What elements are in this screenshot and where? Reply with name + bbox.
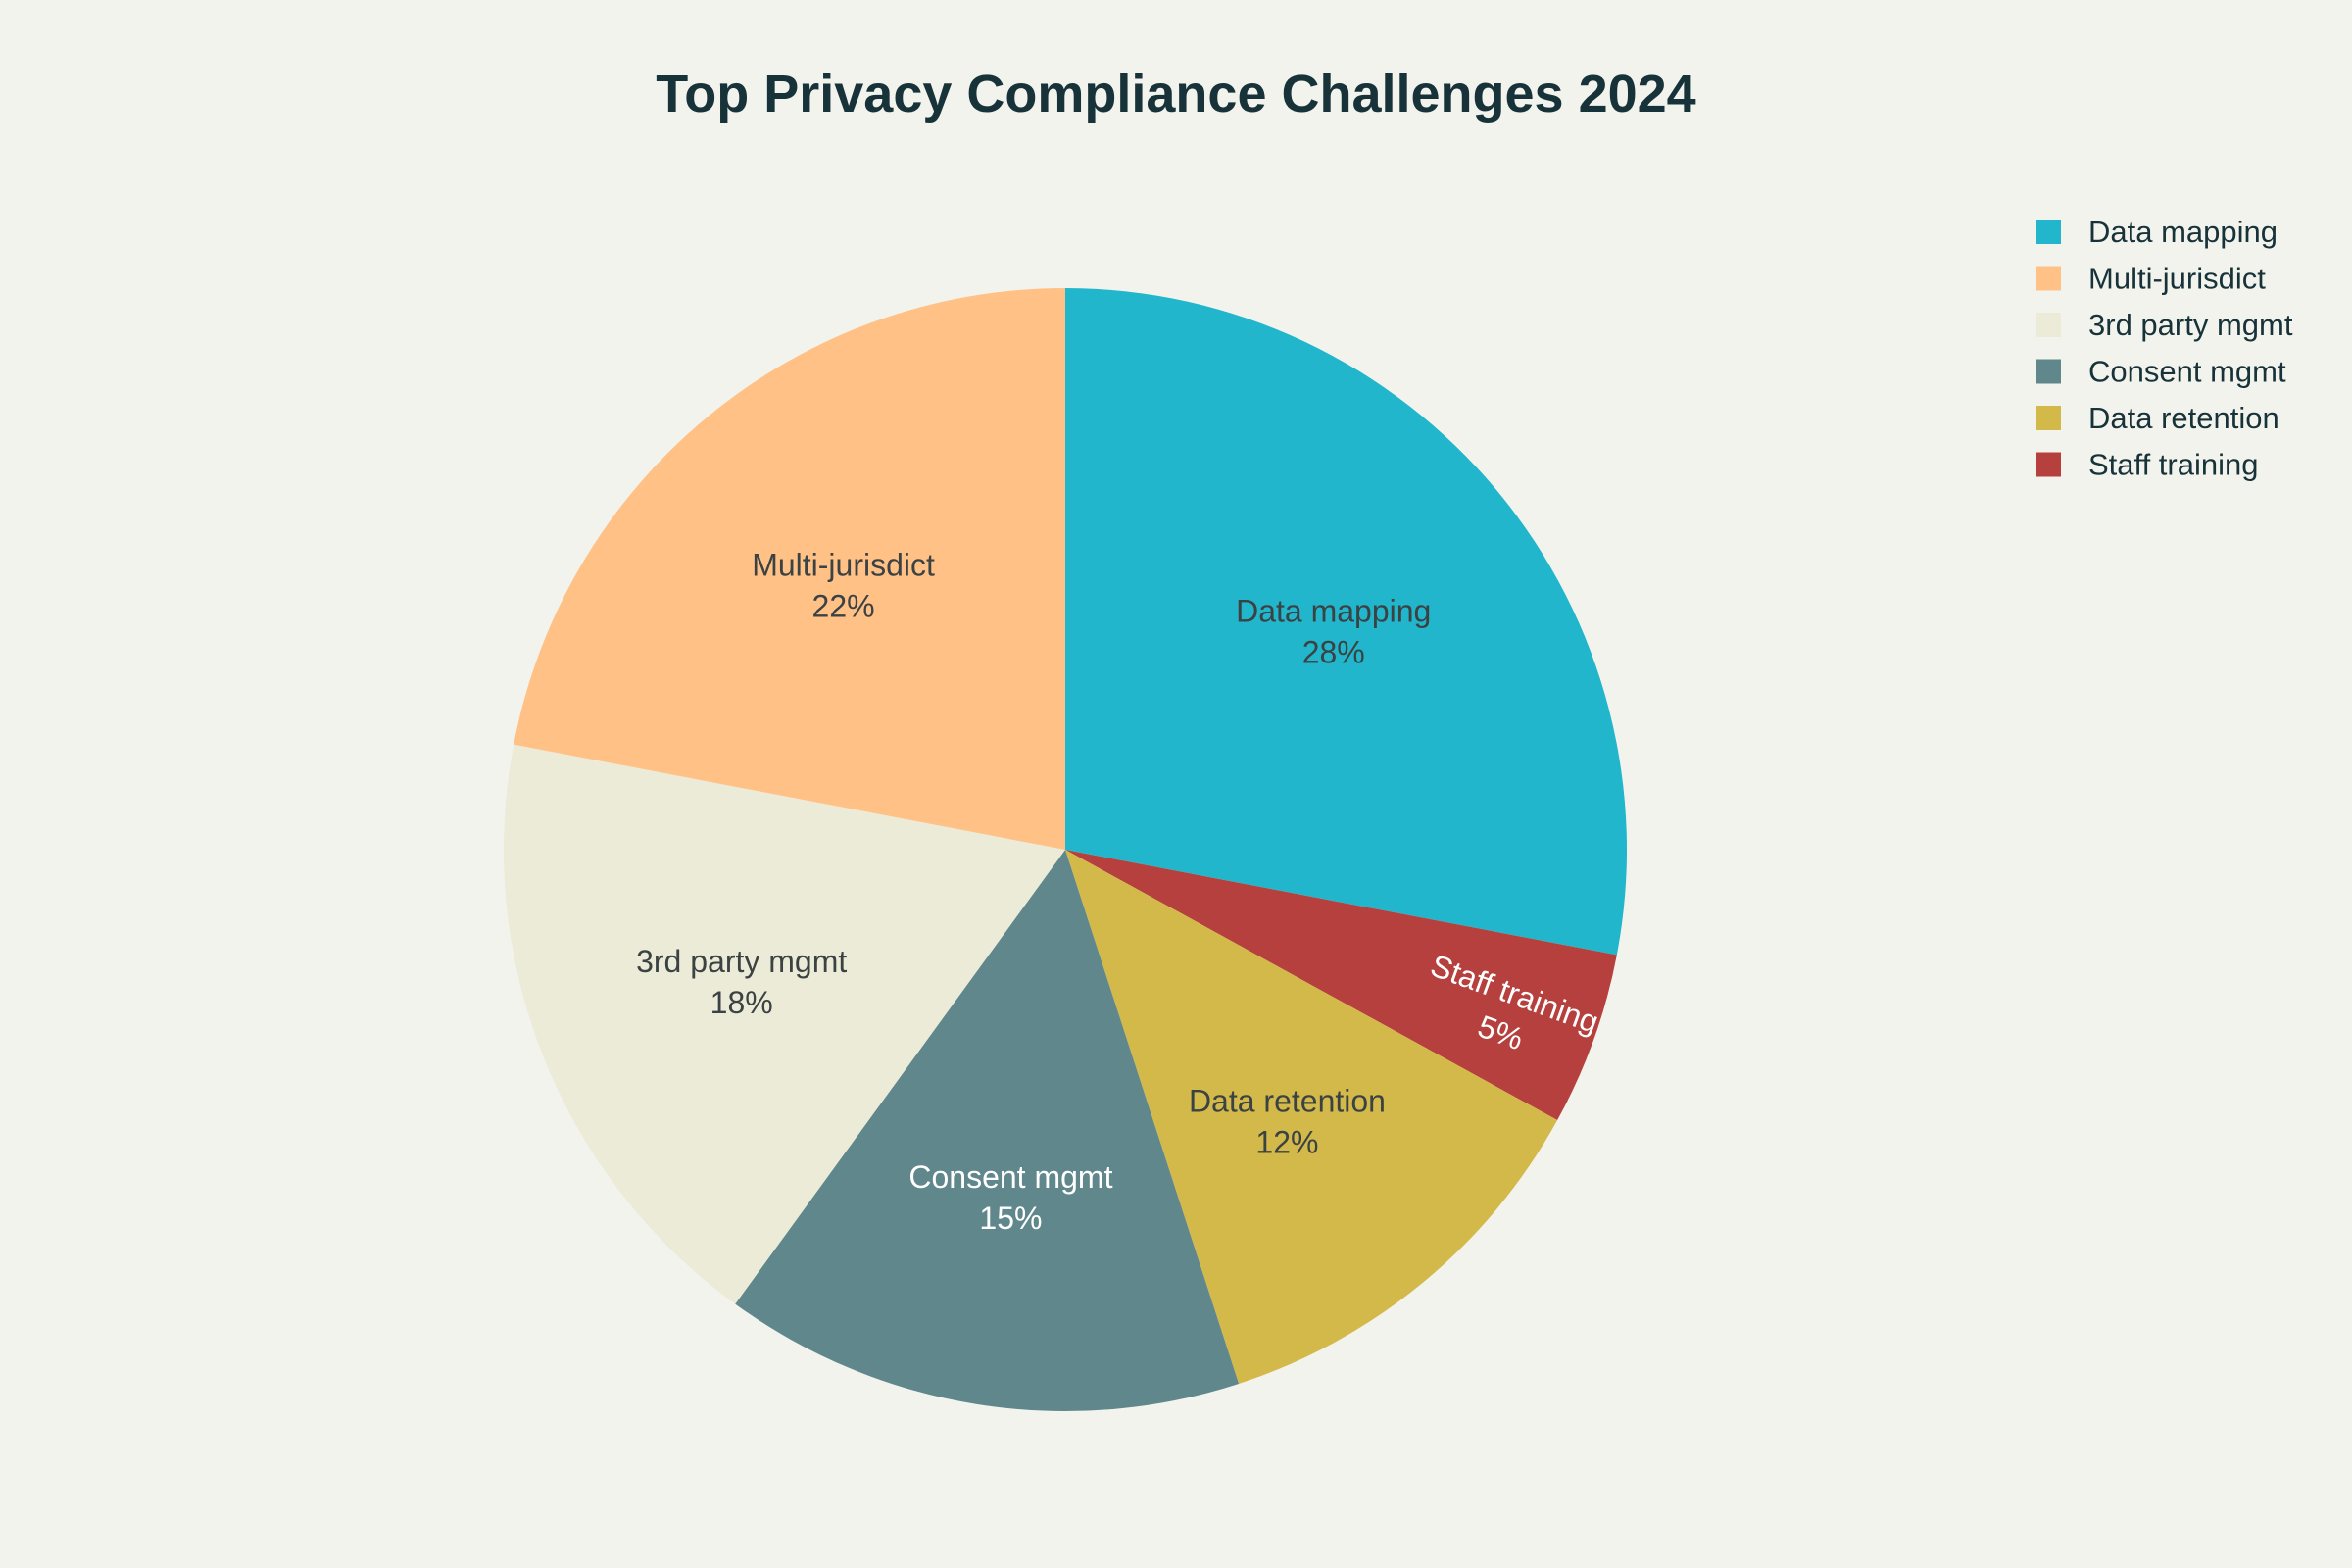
- pie-value-data-retention: 12%: [1255, 1125, 1318, 1160]
- legend-item-data-mapping[interactable]: Data mapping: [2036, 215, 2278, 249]
- pie-slices: [504, 287, 1627, 1411]
- pie-label-group-consent-mgmt: Consent mgmt 15%: [908, 1159, 1112, 1236]
- pie-slice-consent-mgmt: [735, 850, 1240, 1411]
- legend-swatch-staff-training: [2036, 452, 2061, 477]
- legend-swatch-3rd-party-mgmt: [2036, 313, 2061, 337]
- legend-swatch-consent-mgmt: [2036, 359, 2061, 384]
- pie-slice-data-mapping: [1065, 288, 1627, 956]
- legend-swatch-multi-jurisdict: [2036, 266, 2061, 291]
- pie-label-3rd-party-mgmt: 3rd party mgmt: [636, 944, 847, 979]
- pie-label-group-data-retention: Data retention 12%: [1189, 1084, 1386, 1160]
- legend-label-consent-mgmt: Consent mgmt: [2088, 355, 2286, 389]
- pie-value-data-mapping: 28%: [1302, 635, 1365, 670]
- pie-label-group-multi-jurisdict: Multi-jurisdict 22%: [752, 547, 935, 623]
- legend-item-consent-mgmt[interactable]: Consent mgmt: [2036, 355, 2286, 389]
- legend-item-multi-jurisdict[interactable]: Multi-jurisdict: [2036, 262, 2266, 296]
- pie-slice-data-retention: [1065, 850, 1558, 1384]
- legend-label-multi-jurisdict: Multi-jurisdict: [2088, 262, 2266, 296]
- pie-label-data-mapping: Data mapping: [1236, 594, 1431, 629]
- pie-slice-3rd-party-mgmt: [504, 744, 1065, 1304]
- pie-label-data-retention: Data retention: [1189, 1084, 1386, 1119]
- legend-label-staff-training: Staff training: [2088, 448, 2258, 482]
- chart-title: Top Privacy Compliance Challenges 2024: [656, 65, 1695, 123]
- legend-item-staff-training[interactable]: Staff training: [2036, 448, 2258, 482]
- legend-item-3rd-party-mgmt[interactable]: 3rd party mgmt: [2036, 308, 2293, 342]
- legend-label-data-mapping: Data mapping: [2088, 215, 2278, 249]
- pie-value-multi-jurisdict: 22%: [812, 588, 875, 623]
- pie-value-consent-mgmt: 15%: [979, 1200, 1042, 1236]
- pie-value-3rd-party-mgmt: 18%: [710, 985, 773, 1020]
- pie-slice-multi-jurisdict: [514, 287, 1065, 850]
- legend: Data mapping Multi-jurisdict 3rd party mgm…: [2036, 215, 2293, 482]
- legend-label-3rd-party-mgmt: 3rd party mgmt: [2088, 308, 2293, 342]
- legend-item-data-retention[interactable]: Data retention: [2036, 401, 2279, 435]
- legend-label-data-retention: Data retention: [2088, 401, 2279, 435]
- legend-swatch-data-retention: [2036, 406, 2061, 430]
- legend-swatch-data-mapping: [2036, 220, 2061, 244]
- pie-slice-staff-training: [1065, 850, 1617, 1121]
- pie-label-multi-jurisdict: Multi-jurisdict: [752, 547, 935, 582]
- pie-label-group-3rd-party-mgmt: 3rd party mgmt 18%: [636, 944, 847, 1020]
- pie-label-group-data-mapping: Data mapping 28%: [1236, 594, 1431, 670]
- pie-label-consent-mgmt: Consent mgmt: [908, 1159, 1112, 1195]
